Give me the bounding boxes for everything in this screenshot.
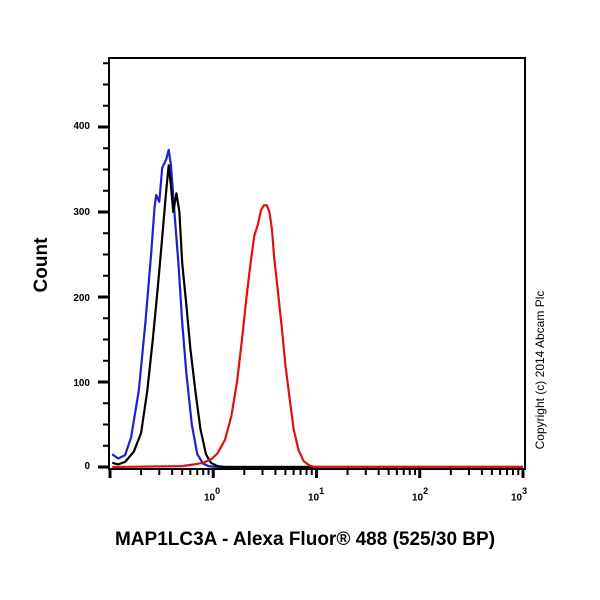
y-tick-label-200: 200 bbox=[73, 293, 90, 304]
x-tick-label-1e0: 100 bbox=[204, 486, 221, 504]
y-tick-label-100: 100 bbox=[73, 378, 90, 389]
plot-frame bbox=[108, 57, 526, 470]
x-tick-label-1e3: 103 bbox=[511, 486, 528, 504]
x-axis-label: MAP1LC3A - Alexa Fluor® 488 (525/30 BP) bbox=[114, 529, 496, 550]
histogram-series-1 bbox=[111, 164, 523, 469]
x-tick-label-1e2: 102 bbox=[412, 486, 429, 504]
y-tick-label-0: 0 bbox=[84, 461, 90, 472]
y-tick-label-400: 400 bbox=[73, 121, 90, 132]
x-tick-label-1e1: 101 bbox=[308, 486, 325, 504]
histogram-series-0 bbox=[111, 148, 523, 469]
copyright-notice: Copyright (c) 2014 Abcam Plc bbox=[533, 290, 547, 450]
y-tick-label-300: 300 bbox=[73, 207, 90, 218]
histogram-curves bbox=[111, 148, 523, 469]
plot-axes bbox=[98, 62, 525, 478]
histogram-series-2 bbox=[112, 204, 523, 469]
y-axis-label: Count bbox=[31, 237, 52, 293]
